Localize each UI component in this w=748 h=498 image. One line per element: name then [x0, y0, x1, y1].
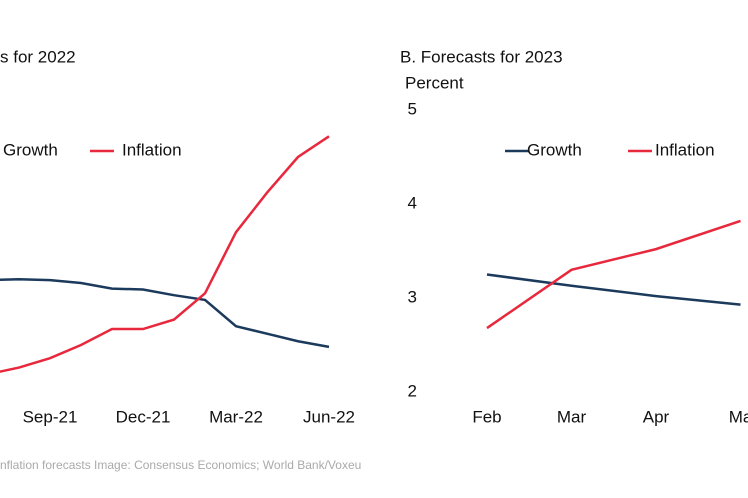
- x-tick-label: Feb: [472, 407, 501, 426]
- line: [486, 219, 741, 330]
- x-tick-label: Mar-22: [209, 407, 263, 426]
- legend-label: Inflation: [655, 140, 715, 159]
- x-tick-label: Dec-21: [116, 407, 171, 426]
- x-tick-label: Sep-21: [23, 407, 78, 426]
- y-tick-label: 3: [408, 287, 417, 306]
- y-tick-label: 5: [408, 99, 417, 118]
- x-tick-label: Jun-22: [303, 407, 355, 426]
- x-tick-label: Ma: [729, 407, 748, 426]
- y-tick-label: 2: [408, 381, 417, 400]
- x-tick-label: Mar: [557, 407, 587, 426]
- y-tick-label: 4: [408, 193, 417, 212]
- panel: s for 2022 Sep-21 Dec-21 Mar-22 Jun-22 Growth…: [0, 47, 355, 426]
- x-tick-label: Apr: [643, 407, 670, 426]
- caption: nflation forecasts Image: Consensus Econ…: [0, 458, 361, 472]
- line: [486, 273, 741, 306]
- legend-label: Growth: [3, 140, 58, 159]
- chart-title: B. Forecasts for 2023: [400, 47, 563, 66]
- line: [0, 277, 330, 349]
- legend-label: Growth: [527, 140, 582, 159]
- chart-title: s for 2022: [0, 47, 76, 66]
- line: [0, 135, 330, 373]
- y-axis-label: Percent: [405, 73, 464, 92]
- legend-label: Inflation: [122, 140, 182, 159]
- panel: B. Forecasts for 2023 Percent 2 3 4 5 Feb Mar Ap…: [400, 47, 748, 426]
